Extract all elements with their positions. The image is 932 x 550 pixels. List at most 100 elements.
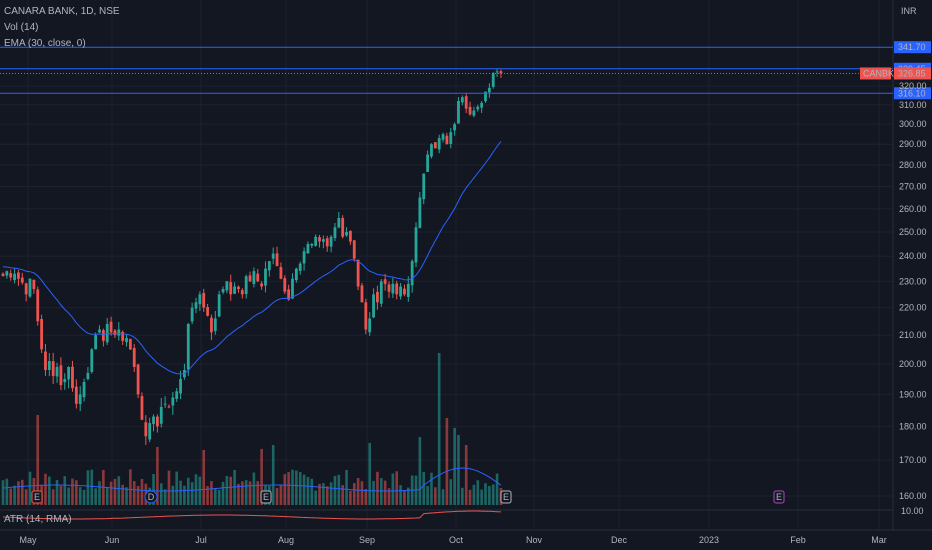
candle-body[interactable] (86, 372, 90, 380)
candle-body[interactable] (487, 87, 491, 93)
candle-body[interactable] (352, 240, 356, 259)
candle-body[interactable] (379, 281, 383, 304)
candle-body[interactable] (74, 386, 78, 404)
candle-body[interactable] (152, 416, 155, 425)
candle-body[interactable] (237, 286, 240, 290)
candle-body[interactable] (387, 284, 391, 292)
candle-body[interactable] (248, 275, 252, 282)
candle-body[interactable] (210, 317, 213, 333)
candle-body[interactable] (349, 230, 352, 242)
earnings-marker[interactable] (773, 490, 785, 504)
candle-body[interactable] (179, 378, 182, 394)
candle-body[interactable] (391, 283, 395, 294)
candle-body[interactable] (51, 361, 55, 376)
candle-body[interactable] (283, 278, 287, 292)
candle-body[interactable] (499, 71, 503, 74)
candle-body[interactable] (63, 378, 67, 383)
candle-body[interactable] (190, 307, 194, 322)
candle-body[interactable] (480, 102, 484, 108)
candle-body[interactable] (198, 294, 202, 305)
candle-body[interactable] (252, 271, 256, 284)
candle-body[interactable] (302, 251, 306, 264)
candle-body[interactable] (360, 285, 364, 303)
candle-body[interactable] (55, 366, 59, 377)
candle-body[interactable] (32, 279, 36, 290)
candle-body[interactable] (318, 237, 321, 242)
candle-body[interactable] (59, 365, 63, 386)
candle-body[interactable] (372, 294, 375, 318)
earnings-marker[interactable] (31, 490, 43, 504)
candle-body[interactable] (47, 361, 51, 370)
candle-body[interactable] (144, 422, 148, 437)
candle-body[interactable] (457, 100, 460, 124)
candle-body[interactable] (101, 330, 105, 341)
candle-body[interactable] (441, 134, 445, 140)
dividend-marker[interactable] (144, 490, 158, 504)
candle-body[interactable] (206, 307, 209, 316)
candle-body[interactable] (121, 331, 125, 341)
candle-body[interactable] (125, 337, 128, 343)
candle-body[interactable] (94, 335, 98, 350)
candle-body[interactable] (9, 273, 13, 278)
candle-body[interactable] (36, 289, 40, 322)
candle-body[interactable] (418, 197, 422, 228)
candle-body[interactable] (71, 366, 74, 389)
candle-body[interactable] (433, 142, 437, 149)
candle-body[interactable] (44, 351, 47, 370)
candle-body[interactable] (491, 73, 495, 87)
candle-body[interactable] (171, 397, 175, 406)
candle-body[interactable] (132, 348, 136, 367)
candle-body[interactable] (13, 273, 16, 281)
candle-body[interactable] (140, 396, 144, 420)
candle-body[interactable] (233, 286, 236, 294)
candle-body[interactable] (275, 253, 279, 267)
candle-body[interactable] (271, 253, 275, 259)
candle-body[interactable] (468, 106, 472, 115)
candle-body[interactable] (67, 366, 71, 380)
candle-body[interactable] (325, 238, 329, 247)
candle-body[interactable] (298, 263, 302, 271)
candle-body[interactable] (279, 267, 283, 279)
candle-body[interactable] (464, 96, 468, 109)
candle-body[interactable] (422, 173, 426, 200)
candle-body[interactable] (291, 278, 294, 299)
candle-body[interactable] (267, 261, 271, 271)
candle-body[interactable] (376, 291, 379, 303)
candle-body[interactable] (460, 97, 464, 103)
candle-body[interactable] (395, 283, 399, 295)
candle-body[interactable] (117, 329, 121, 336)
candle-body[interactable] (403, 288, 406, 295)
candle-body[interactable] (337, 217, 341, 228)
candle-body[interactable] (256, 273, 260, 282)
candle-body[interactable] (244, 276, 248, 294)
candle-body[interactable] (202, 293, 206, 308)
candle-body[interactable] (345, 232, 348, 236)
candle-body[interactable] (229, 282, 233, 295)
candle-body[interactable] (113, 330, 117, 336)
candle-body[interactable] (453, 124, 457, 131)
candle-body[interactable] (90, 349, 94, 372)
candle-body[interactable] (194, 302, 198, 309)
candle-body[interactable] (314, 236, 318, 246)
candle-body[interactable] (167, 406, 171, 408)
candle-body[interactable] (329, 236, 333, 247)
candle-body[interactable] (136, 364, 140, 395)
earnings-marker[interactable] (260, 490, 272, 504)
candle-body[interactable] (437, 138, 441, 150)
candle-body[interactable] (341, 218, 345, 237)
candle-body[interactable] (163, 403, 167, 405)
candle-body[interactable] (17, 272, 20, 279)
candle-body[interactable] (128, 338, 132, 350)
candle-body[interactable] (484, 91, 487, 102)
candle-body[interactable] (430, 144, 433, 157)
candle-body[interactable] (495, 71, 499, 73)
candle-body[interactable] (426, 154, 429, 172)
candle-body[interactable] (1, 273, 5, 277)
candle-body[interactable] (310, 243, 314, 246)
candle-body[interactable] (383, 279, 387, 284)
candle-body[interactable] (225, 281, 229, 291)
candle-body[interactable] (240, 290, 244, 295)
candle-body[interactable] (28, 278, 32, 297)
candle-body[interactable] (213, 318, 217, 331)
